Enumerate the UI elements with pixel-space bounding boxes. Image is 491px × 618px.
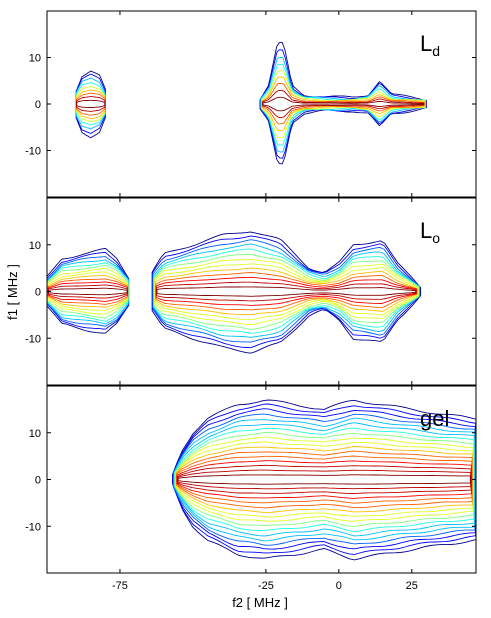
contour-level-9	[47, 275, 129, 308]
x-tick-label: -75	[112, 580, 128, 592]
contour-level-6	[76, 89, 106, 120]
panel-label-subscript: o	[432, 230, 440, 246]
contour-lines	[47, 231, 422, 354]
contour-level-17	[177, 474, 471, 485]
contour-level-12	[156, 281, 417, 302]
contour-level-10	[175, 441, 474, 518]
contour-level-16	[177, 469, 472, 490]
contour-level-14	[176, 460, 472, 499]
contour-level-11	[47, 281, 128, 302]
contour-level-7	[174, 427, 475, 533]
contour-level-7	[76, 92, 106, 116]
contour-level-13	[156, 286, 417, 297]
contour-level-7	[47, 267, 129, 315]
panel-label: Lo	[420, 218, 440, 246]
y-tick-label: -10	[25, 333, 41, 345]
contour-level-6	[153, 253, 419, 330]
contour-level-12	[175, 450, 473, 509]
contour-level-11	[175, 446, 473, 514]
y-tick-label: 0	[35, 475, 41, 487]
contour-level-9	[76, 99, 106, 109]
contour-level-1	[151, 231, 422, 354]
y-tick-label: -10	[25, 521, 41, 533]
contour-lines	[172, 399, 476, 561]
contour-level-5	[173, 417, 476, 542]
contour-level-1	[172, 399, 476, 561]
contour-level-5	[47, 262, 129, 322]
panel-label: Ld	[420, 31, 440, 59]
contour-level-15	[177, 464, 472, 494]
contour-level-4	[260, 63, 426, 146]
panel-2: -10 0 10 Lo	[25, 197, 477, 386]
x-tick-label: -25	[258, 580, 274, 592]
contour-level-3	[75, 77, 106, 130]
contour-level-10	[47, 278, 129, 305]
x-tick-label: 25	[406, 580, 418, 592]
contour-level-8	[154, 263, 419, 321]
contour-level-8	[47, 271, 129, 311]
contour-level-9	[262, 96, 424, 112]
panel-label-subscript: d	[432, 43, 440, 59]
y-tick-label: 10	[29, 53, 41, 65]
contour-level-5	[75, 86, 106, 123]
panel-frame	[46, 197, 477, 386]
contour-level-7	[261, 83, 425, 125]
y-tick-label: 10	[29, 240, 41, 252]
panels: -10 0 10 Ld -10 0 10 Lo -10 0 10 -75 -25 0 25 gel	[25, 10, 477, 592]
contour-level-2	[75, 73, 106, 134]
panel-label: gel	[420, 406, 449, 431]
contour-level-6	[173, 422, 475, 537]
contour-level-5	[261, 70, 426, 139]
contour-level-4	[173, 413, 476, 546]
x-tick-label: 0	[336, 580, 342, 592]
contour-level-13	[176, 455, 473, 504]
contour-level-10	[155, 272, 418, 311]
contour-level-6	[47, 264, 129, 319]
contour-level-7	[154, 258, 419, 326]
contour-level-8	[76, 96, 106, 112]
y-tick-label: 10	[29, 428, 41, 440]
y-tick-label: 0	[35, 287, 41, 299]
contour-level-12	[47, 284, 128, 299]
panel-1: -10 0 10 Ld	[25, 10, 477, 198]
y-tick-label: -10	[25, 146, 41, 158]
contour-level-6	[261, 76, 425, 131]
x-axis-label: f2 [ MHz ]	[232, 595, 288, 610]
contour-lines	[75, 41, 427, 165]
panel-3: -10 0 10 -75 -25 0 25 gel	[25, 385, 477, 592]
contour-level-5	[153, 248, 420, 334]
contour-level-4	[47, 259, 129, 325]
contour-level-1	[75, 70, 106, 139]
contour-level-9	[174, 436, 474, 522]
contour-level-8	[174, 431, 474, 528]
y-axis-label: f1 [ MHz ]	[5, 264, 20, 320]
contour-level-4	[75, 82, 106, 126]
contour-level-13	[48, 287, 128, 296]
contour-level-3	[172, 408, 476, 550]
y-tick-label: 0	[35, 99, 41, 111]
contour-level-11	[155, 276, 417, 306]
